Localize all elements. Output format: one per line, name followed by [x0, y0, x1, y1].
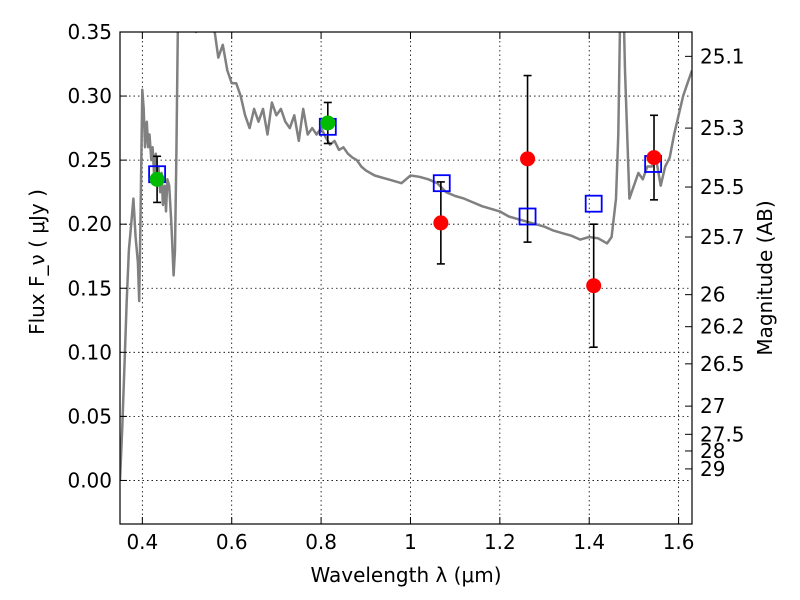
y2-tick-label: 26.2	[700, 315, 745, 339]
y-tick-label: 0.00	[67, 468, 112, 492]
x-tick-label: 1.6	[663, 530, 695, 554]
y2-tick-label: 25.5	[700, 175, 745, 199]
axis-ticks: 0.4 0.6 0.8 1 1.2 1.4 1.6 0.00 0.05 0.10 0.15 0.20 0…	[67, 20, 744, 554]
y-tick-label: 0.25	[67, 148, 112, 172]
observed-flux-point	[149, 171, 165, 187]
x-tick-label: 0.6	[216, 530, 248, 554]
observed-flux-point	[433, 215, 449, 231]
x-tick-label: 0.4	[126, 530, 158, 554]
y-tick-label: 0.20	[67, 212, 112, 236]
observed-flux-point	[320, 115, 336, 131]
x-tick-label: 1.4	[573, 530, 605, 554]
x-tick-label: 1	[404, 530, 417, 554]
y-tick-label: 0.15	[67, 276, 112, 300]
model-flux-square	[518, 207, 537, 226]
x-tick-label: 1.2	[484, 530, 516, 554]
plot-frame	[119, 31, 693, 525]
y-tick-label: 0.30	[67, 84, 112, 108]
y2-tick-label: 29	[700, 457, 725, 481]
plot-area	[120, 32, 692, 481]
y-tick-label: 0.10	[67, 340, 112, 364]
y2-tick-label: 25.1	[700, 44, 745, 68]
model-flux-square	[584, 194, 603, 213]
y2-tick-label: 25.3	[700, 116, 745, 140]
y-axis-title: Flux F_ν ( μJy )	[25, 189, 49, 335]
y-tick-label: 0.35	[67, 20, 112, 44]
x-axis-title: Wavelength λ (μm)	[310, 563, 501, 587]
grid-lines	[120, 31, 692, 524]
y2-tick-label: 25.7	[700, 225, 745, 249]
observed-flux-point	[646, 150, 662, 166]
y-tick-label: 0.05	[67, 404, 112, 428]
y2-tick-label: 28	[700, 439, 725, 463]
y2-tick-label: 27	[700, 394, 725, 418]
observed-flux-point	[520, 151, 536, 167]
y2-tick-label: 26.5	[700, 352, 745, 376]
observed-flux-point	[586, 278, 602, 294]
y2-tick-label: 27.5	[700, 422, 745, 446]
y2-tick-label: 26	[700, 283, 725, 307]
model-spectrum-line	[120, 32, 692, 481]
y2-axis-title: Magnitude (AB)	[753, 200, 777, 355]
model-flux-square	[432, 174, 451, 193]
x-tick-label: 0.8	[305, 530, 337, 554]
